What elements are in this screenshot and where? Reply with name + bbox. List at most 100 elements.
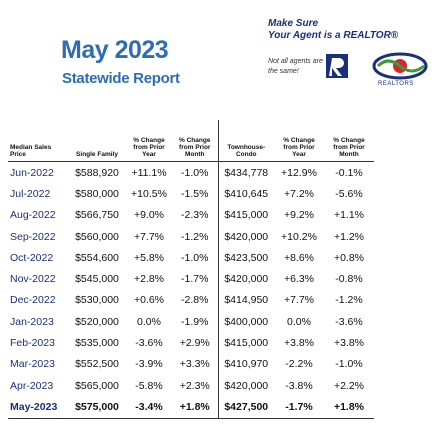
value-cell: +0.6% [133,294,165,307]
table-row: Jun-2022 $588,920 +11.1% -1.0% $434,778 +12.9… [8,161,374,184]
value-cell: +9.0% [133,209,165,222]
value-cell: -3.8% [285,379,313,392]
table-row: Feb-2023 $535,000 -3.6% +2.9% $415,000 +3.8% +… [8,332,374,354]
value-cell: $554,600 [75,251,119,264]
value-cell: $415,000 [217,332,274,354]
value-cell: $535,000 [75,337,119,350]
value-cell: $560,000 [75,230,119,243]
value-cell: -1.7% [274,396,324,419]
value-cell: -1.2% [335,294,363,307]
value-cell: $575,000 [68,396,126,419]
value-cell: $420,000 [217,374,274,397]
month-cell: Aug-2022 [10,209,56,222]
value-cell: $400,000 [217,311,274,333]
value-cell: +1.2% [333,230,365,243]
table-row: May-2023 $575,000 -3.4% +1.8% $427,500 -1.7% +… [8,396,374,419]
column-header: Single Family [68,120,126,162]
value-cell: -1.0% [181,166,209,179]
value-cell: +2.9% [179,337,210,350]
value-cell: -1.2% [181,230,209,243]
value-cell: -1.0% [335,358,363,371]
column-header: Townhouse-Condo [217,120,274,162]
month-cell: Jan-2023 [10,315,54,328]
assoc-logo [372,52,428,80]
value-cell: +6.3% [283,273,315,286]
value-cell: +10.2% [281,230,317,243]
value-cell: -0.8% [335,273,363,286]
table-body: Jun-2022 $588,920 +11.1% -1.0% $434,778 +12.9… [8,161,374,419]
value-cell: +1.8% [324,396,374,419]
value-cell: $420,000 [217,225,274,248]
value-cell: +9.2% [283,209,315,222]
tagline: Your Agent is a REALTOR® [268,30,399,41]
value-cell: +7.2% [283,187,315,200]
value-cell: +7.7% [133,230,165,243]
logos [326,52,428,80]
table-row: Oct-2022 $554,600 +5.8% -1.0% $423,500 +8.6% +… [8,247,374,269]
column-header: % Change from Prior Year [274,120,324,162]
title: May 2023 [61,36,169,64]
value-cell: +2.2% [333,379,365,392]
value-cell: +1.8% [172,396,218,419]
header-row: Median Sales Price Single Family% Change … [8,120,374,162]
data-table: Median Sales Price Single Family% Change … [8,120,374,419]
table-row: Mar-2023 $552,500 -3.9% +3.3% $410,970 -2.2% -… [8,353,374,375]
value-cell: $410,645 [217,183,274,205]
table-row: Dec-2022 $530,000 +0.6% -2.8% $414,950 +7.7% -… [8,289,374,312]
value-cell: +2.3% [179,379,210,392]
value-cell: $530,000 [75,294,119,307]
value-cell: -0.1% [335,166,363,179]
month-cell: Mar-2023 [10,358,55,371]
value-cell: $552,500 [75,358,119,371]
tagline: Make Sure [268,18,319,29]
value-cell: -3.6% [335,315,363,328]
value-cell: +1.1% [333,209,365,222]
value-cell: -1.9% [181,315,209,328]
value-cell: $415,000 [217,204,274,226]
note: Not all agents are the same! [268,58,323,75]
logo-text: REALTORS [378,81,414,87]
value-cell: +10.5% [131,187,167,200]
column-header: % Change from Prior Month [324,120,374,162]
value-cell: +11.1% [131,166,167,179]
value-cell: -1.7% [181,273,209,286]
column-header: % Change from Prior Month [172,120,218,162]
value-cell: $420,000 [217,268,274,290]
month-cell: Oct-2022 [10,251,54,264]
value-cell: $566,750 [75,209,119,222]
value-cell: $565,000 [75,379,119,392]
column-header: Median Sales Price [8,120,68,162]
value-cell: 0.0% [137,315,161,328]
value-cell: -2.2% [285,358,313,371]
month-cell: Nov-2022 [10,273,56,286]
value-cell: $427,500 [217,396,274,419]
table-row: Jan-2023 $520,000 0.0% -1.9% $400,000 0.0% -3.… [8,311,374,333]
value-cell: $414,950 [217,289,274,312]
table-row: Aug-2022 $566,750 +9.0% -2.3% $415,000 +9.2% +… [8,204,374,226]
value-cell: -3.6% [135,337,163,350]
month-cell: Jul-2022 [10,187,51,200]
table-row: Nov-2022 $545,000 +2.8% -1.7% $420,000 +6.3% -… [8,268,374,290]
value-cell: $580,000 [75,187,119,200]
assoc-logo-wave [376,59,425,73]
table-row: Apr-2023 $565,000 -5.8% +2.3% $420,000 -3.8% +… [8,374,374,397]
value-cell: +8.6% [283,251,315,264]
column-header: % Change from Prior Year [126,120,172,162]
value-cell: -3.4% [126,396,172,419]
table-row: Sep-2022 $560,000 +7.7% -1.2% $420,000 +10.2%… [8,225,374,248]
value-cell: +2.8% [133,273,165,286]
value-cell: +12.9% [281,166,317,179]
subtitle: Statewide Report [62,70,180,87]
value-cell: -5.8% [135,379,163,392]
realtor-r [329,58,344,76]
value-cell: $423,500 [217,247,274,269]
value-cell: +3.3% [179,358,210,371]
value-cell: +3.8% [283,337,315,350]
value-cell: +5.8% [133,251,165,264]
value-cell: +0.8% [333,251,365,264]
value-cell: $410,970 [217,353,274,375]
value-cell: -2.3% [181,209,209,222]
value-cell: +3.8% [333,337,365,350]
value-cell: -1.5% [181,187,209,200]
